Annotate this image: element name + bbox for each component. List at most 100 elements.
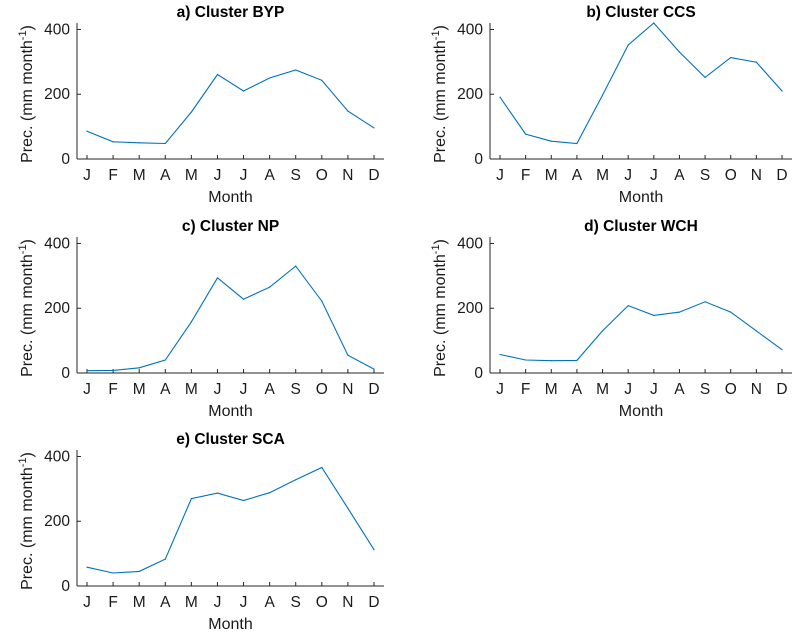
- data-point: [525, 133, 527, 135]
- data-point: [373, 127, 375, 129]
- data-point: [164, 359, 166, 361]
- x-tick-label: A: [572, 381, 583, 398]
- x-tick-label: J: [496, 381, 504, 398]
- data-point: [138, 367, 140, 369]
- x-tick-label: M: [545, 381, 558, 398]
- data-point: [627, 305, 629, 307]
- chart-title: e) Cluster SCA: [176, 431, 285, 448]
- x-tick-label: J: [240, 167, 248, 184]
- data-point: [678, 51, 681, 53]
- x-tick-label: A: [160, 167, 171, 184]
- x-tick-label: N: [751, 381, 762, 398]
- x-tick-label: F: [521, 167, 530, 184]
- x-tick-label: S: [700, 167, 710, 184]
- data-point: [704, 76, 706, 78]
- y-tick-label: 0: [474, 365, 483, 382]
- data-point: [781, 349, 783, 351]
- data-point: [242, 298, 245, 300]
- y-tick-label: 200: [44, 86, 70, 103]
- x-tick-label: A: [160, 594, 171, 611]
- data-point: [653, 314, 655, 316]
- x-tick-label: J: [83, 381, 91, 398]
- x-tick-label: D: [776, 167, 787, 184]
- x-tick-label: S: [291, 167, 301, 184]
- x-tick-label: D: [368, 167, 379, 184]
- x-axis-label: Month: [208, 189, 252, 206]
- data-point: [164, 142, 166, 145]
- x-axis-label: Month: [208, 616, 252, 633]
- data-point: [295, 265, 297, 267]
- y-tick-label: 0: [61, 578, 70, 595]
- data-point: [86, 130, 88, 132]
- data-point: [576, 142, 578, 145]
- data-point: [216, 277, 219, 279]
- x-tick-label: N: [751, 167, 762, 184]
- data-point: [525, 359, 527, 361]
- data-point: [190, 497, 192, 500]
- data-point: [112, 572, 114, 574]
- x-tick-label: M: [133, 381, 146, 398]
- x-axis-label: Month: [619, 189, 663, 206]
- x-tick-label: O: [316, 381, 328, 398]
- data-point: [321, 79, 323, 81]
- x-tick-label: F: [108, 381, 117, 398]
- x-tick-label: A: [160, 381, 171, 398]
- data-point: [347, 354, 349, 356]
- data-point: [601, 330, 604, 332]
- x-tick-label: S: [291, 594, 301, 611]
- x-tick-label: M: [596, 381, 609, 398]
- data-point: [321, 300, 323, 302]
- data-point: [138, 142, 140, 144]
- series-line: [499, 22, 783, 145]
- x-tick-label: D: [776, 381, 787, 398]
- data-point: [704, 301, 706, 303]
- x-tick-label: J: [240, 594, 248, 611]
- x-tick-label: M: [185, 167, 198, 184]
- series-line: [86, 265, 375, 372]
- data-point: [730, 57, 732, 59]
- chart-title: c) Cluster NP: [182, 218, 279, 235]
- x-tick-label: O: [725, 381, 737, 398]
- data-point: [216, 492, 219, 494]
- chart-title: d) Cluster WCH: [584, 218, 698, 235]
- x-tick-label: N: [342, 167, 353, 184]
- x-tick-label: A: [264, 594, 275, 611]
- y-tick-label: 200: [44, 513, 70, 530]
- data-point: [601, 94, 604, 96]
- data-point: [347, 507, 349, 509]
- data-point: [242, 90, 245, 92]
- x-tick-label: O: [316, 167, 328, 184]
- data-point: [112, 369, 114, 372]
- y-tick-label: 400: [457, 21, 483, 38]
- data-point: [373, 368, 375, 370]
- data-point: [678, 311, 681, 313]
- data-point: [576, 359, 578, 361]
- x-tick-label: D: [368, 594, 379, 611]
- x-tick-label: J: [496, 167, 504, 184]
- x-tick-label: F: [108, 594, 117, 611]
- data-point: [653, 22, 655, 24]
- data-point: [499, 96, 501, 98]
- y-axis-label: Prec. (mm month-1): [17, 239, 36, 377]
- data-point: [216, 73, 219, 76]
- data-point: [550, 140, 552, 142]
- data-point: [86, 370, 88, 372]
- x-tick-label: J: [83, 167, 91, 184]
- data-point: [755, 61, 757, 63]
- y-tick-label: 200: [44, 300, 70, 317]
- x-tick-label: S: [291, 381, 301, 398]
- x-tick-label: A: [674, 167, 685, 184]
- data-point: [269, 492, 271, 494]
- x-axis-label: Month: [619, 403, 663, 420]
- x-tick-label: A: [572, 167, 583, 184]
- chart-title: b) Cluster CCS: [586, 4, 695, 21]
- data-point: [373, 549, 375, 551]
- data-point: [295, 479, 297, 481]
- y-tick-label: 0: [61, 151, 70, 168]
- series-line: [86, 466, 375, 574]
- x-tick-label: F: [521, 381, 530, 398]
- y-axis-label: Prec. (mm month-1): [17, 25, 36, 163]
- x-tick-label: J: [214, 167, 222, 184]
- x-tick-label: J: [650, 167, 658, 184]
